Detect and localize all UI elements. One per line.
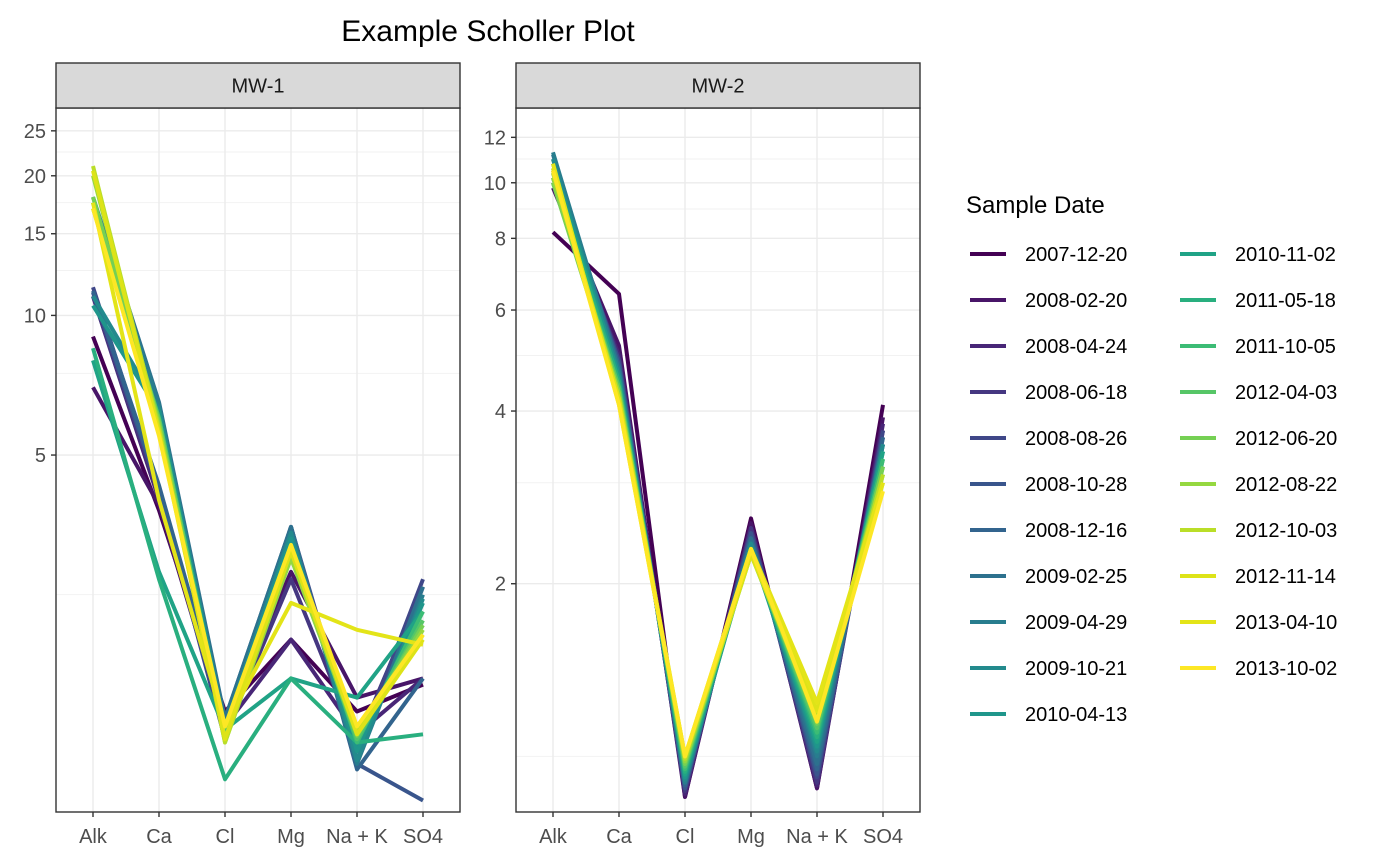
panels: MW-1 5 10 15 20 25 Alk Ca Cl Mg Na + K SO4 MW-2 2 4 6 8 1… — [24, 62, 921, 848]
strip-label: MW-1 — [232, 76, 285, 98]
x-tick-label: Ca — [606, 826, 632, 848]
series-line-2013-04-10 — [91, 202, 424, 729]
x-tick-label: Mg — [277, 826, 305, 848]
legend-item: 2008-10-28 — [970, 474, 1127, 496]
x-tick-label: Na + K — [786, 826, 848, 848]
strip-label: MW-2 — [692, 76, 745, 98]
legend-label: 2012-08-22 — [1235, 474, 1337, 496]
series-line-2013-10-02 — [551, 170, 885, 759]
y-tick-label: 25 — [24, 121, 46, 143]
legend-label: 2007-12-20 — [1025, 244, 1127, 266]
legend-label: 2008-04-24 — [1025, 336, 1127, 358]
y-tick-label: 10 — [484, 173, 506, 195]
x-tick-label: Na + K — [326, 826, 388, 848]
series-line-2013-10-02 — [91, 207, 425, 729]
legend-item: 2012-10-03 — [1180, 520, 1337, 542]
panel-mw-1: MW-1 5 10 15 20 25 Alk Ca Cl Mg Na + K SO4 — [24, 62, 461, 848]
legend-item: 2013-04-10 — [1180, 612, 1337, 634]
legend-item: 2012-06-20 — [1180, 428, 1337, 450]
legend-label: 2012-04-03 — [1235, 382, 1337, 404]
legend-label: 2008-06-18 — [1025, 382, 1127, 404]
legend-title: Sample Date — [966, 192, 1105, 219]
legend-label: 2013-04-10 — [1235, 612, 1337, 634]
legend-item: 2009-02-25 — [970, 566, 1127, 588]
legend-item: 2008-08-26 — [970, 428, 1127, 450]
y-tick-label: 8 — [495, 228, 506, 250]
legend-item: 2010-04-13 — [970, 704, 1127, 726]
legend-item: 2008-02-20 — [970, 290, 1127, 312]
legend-label: 2010-04-13 — [1025, 704, 1127, 726]
legend-label: 2009-04-29 — [1025, 612, 1127, 634]
legend-item: 2010-11-02 — [1180, 244, 1336, 266]
x-tick-label: Mg — [737, 826, 765, 848]
legend-label: 2008-08-26 — [1025, 428, 1127, 450]
y-tick-label: 4 — [495, 401, 506, 423]
legend-label: 2011-10-05 — [1235, 336, 1336, 358]
legend-label: 2011-05-18 — [1235, 290, 1336, 312]
legend-label: 2012-06-20 — [1235, 428, 1337, 450]
legend-label: 2009-02-25 — [1025, 566, 1127, 588]
legend-label: 2008-12-16 — [1025, 520, 1127, 542]
legend-item: 2007-12-20 — [970, 244, 1127, 266]
legend-item: 2009-10-21 — [970, 658, 1127, 680]
legend-label: 2012-11-14 — [1235, 566, 1336, 588]
legend-label: 2012-10-03 — [1235, 520, 1337, 542]
legend-label: 2008-02-20 — [1025, 290, 1127, 312]
strip-background — [515, 62, 921, 109]
series-line-2012-11-14 — [91, 170, 425, 742]
legend-item: 2008-06-18 — [970, 382, 1127, 404]
y-tick-label: 12 — [484, 127, 506, 149]
legend-item: 2011-10-05 — [1180, 336, 1336, 358]
y-tick-label: 15 — [24, 224, 46, 246]
x-tick-label: Cl — [676, 826, 695, 848]
x-tick-label: SO4 — [403, 826, 443, 848]
y-tick-label: 6 — [495, 300, 506, 322]
series-line-2011-05-18 — [91, 347, 424, 782]
legend-label: 2009-10-21 — [1025, 658, 1127, 680]
x-tick-label: Alk — [79, 826, 108, 848]
x-tick-label: Cl — [216, 826, 235, 848]
x-tick-label: Ca — [146, 826, 172, 848]
panel-mw-2: MW-2 2 4 6 8 10 12 Alk Ca Cl Mg Na + K SO4 — [484, 62, 921, 848]
x-tick-label: SO4 — [863, 826, 903, 848]
legend-item: 2012-08-22 — [1180, 474, 1337, 496]
y-tick-label: 5 — [35, 445, 46, 467]
y-tick-label: 2 — [495, 574, 506, 596]
legend-item: 2008-12-16 — [970, 520, 1127, 542]
x-tick-label: Alk — [539, 826, 568, 848]
legend-item: 2011-05-18 — [1180, 290, 1336, 312]
legend-item: 2013-10-02 — [1180, 658, 1337, 680]
legend-label: 2010-11-02 — [1235, 244, 1336, 266]
y-tick-label: 20 — [24, 166, 46, 188]
series-line-2007-12-20 — [91, 335, 424, 714]
legend-label: 2008-10-28 — [1025, 474, 1127, 496]
legend-item: 2012-11-14 — [1180, 566, 1336, 588]
strip-background — [55, 62, 461, 109]
legend-label: 2013-10-02 — [1235, 658, 1337, 680]
legend-item: 2009-04-29 — [970, 612, 1127, 634]
panel-background — [516, 108, 920, 812]
legend: Sample Date 2007-12-20 2008-02-20 2008-04-… — [966, 192, 1337, 726]
legend-item: 2008-04-24 — [970, 336, 1127, 358]
legend-item: 2012-04-03 — [1180, 382, 1337, 404]
y-tick-label: 10 — [24, 305, 46, 327]
chart-title: Example Scholler Plot — [341, 15, 635, 48]
